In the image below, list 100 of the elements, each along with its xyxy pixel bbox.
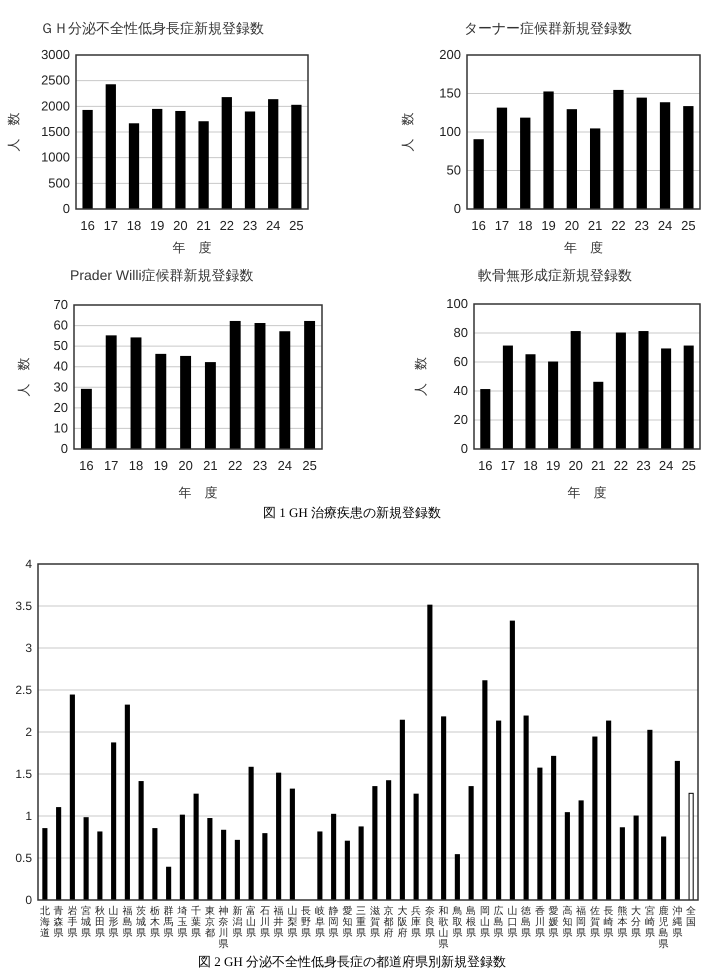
x-axis-title: 年 度 (172, 240, 212, 255)
y-tick-label: 100 (446, 296, 468, 311)
x-tick-label: 新潟県 (232, 905, 242, 939)
caption: 図 1 GH 治療疾患の新規登録数 (262, 505, 442, 520)
x-tick-label: 熊本県 (617, 905, 628, 939)
x-tick-label: 25 (289, 218, 304, 233)
x-tick-label: 22 (611, 218, 626, 233)
x-axis-title: 年 度 (568, 485, 606, 500)
x-tick-label: 愛知県 (342, 905, 352, 939)
x-tick-label: 岡山県 (480, 906, 490, 939)
x-tick-label: 大分県 (631, 905, 642, 939)
y-tick-label: 20 (54, 400, 68, 415)
x-tick-label: 福島県 (122, 905, 132, 939)
x-tick-label: 佐賀県 (590, 906, 600, 939)
y-tick-label: 1 (25, 809, 32, 823)
y-tick-label: 50 (54, 338, 68, 354)
x-tick-label: 17 (494, 218, 510, 233)
x-tick-label: 山形県 (108, 905, 119, 939)
y-tick-label: 60 (454, 354, 468, 369)
y-tick-label: 70 (54, 297, 68, 312)
x-tick-label: 山口県 (507, 905, 518, 939)
x-tick-label: 北海道 (40, 905, 50, 939)
x-tick-label: 静岡県 (328, 905, 339, 939)
chart-title: ＧＨ分泌不全性低身長症新規登録数 (40, 20, 264, 36)
x-tick-label: 17 (104, 218, 118, 233)
x-tick-label: 18 (518, 218, 532, 233)
x-tick-label: 高知県 (562, 905, 572, 939)
x-tick-label: 大阪府 (397, 905, 408, 939)
x-tick-label: 16 (478, 458, 493, 473)
y-tick-label: 3.5 (15, 599, 32, 613)
x-tick-label: 19 (150, 218, 164, 233)
x-tick-label: 島根県 (466, 905, 476, 939)
x-tick-label: 16 (471, 218, 486, 233)
x-axis-title: 年 度 (178, 485, 218, 500)
y-tick-label: 2000 (41, 98, 70, 114)
x-tick-label: 岐阜県 (314, 905, 325, 939)
y-axis-title: 人 数 (6, 112, 21, 152)
y-tick-label: 0 (460, 441, 468, 456)
y-tick-label: 500 (48, 175, 70, 190)
x-tick-label: 富山県 (246, 905, 256, 939)
y-tick-label: 50 (446, 162, 461, 178)
x-tick-label: 18 (128, 458, 144, 473)
x-tick-label: 21 (588, 218, 602, 233)
y-tick-label: 0 (454, 201, 461, 216)
y-tick-label: 200 (439, 47, 461, 62)
y-tick-label: 60 (54, 318, 68, 333)
y-tick-label: 20 (454, 412, 468, 427)
chart-title: ターナー症候群新規登録数 (464, 20, 632, 36)
x-tick-label: 鳥取県 (451, 905, 462, 939)
x-tick-label: 24 (278, 458, 292, 473)
y-tick-label: 1500 (41, 124, 70, 139)
x-tick-label: 20 (564, 218, 580, 233)
x-tick-label: 24 (658, 458, 674, 473)
x-tick-label: 17 (500, 458, 516, 473)
x-tick-label: 徳島県 (521, 906, 532, 939)
y-tick-label: 0.5 (15, 851, 32, 865)
x-tick-label: 愛媛県 (548, 905, 559, 939)
x-tick-label: 三重県 (356, 906, 366, 939)
x-tick-label: 23 (636, 458, 651, 473)
x-tick-label: 秋田県 (94, 905, 105, 939)
x-tick-label: 23 (252, 458, 268, 473)
x-tick-label: 千葉県 (191, 905, 202, 939)
chart-title: Prader Willi症候群新規登録数 (70, 267, 254, 283)
y-tick-label: 80 (454, 325, 468, 340)
x-tick-label: 京都府 (384, 905, 394, 939)
x-tick-label: 全国 (686, 905, 696, 928)
x-tick-label: 16 (79, 458, 94, 473)
x-tick-label: 19 (541, 218, 556, 233)
x-tick-label: 20 (568, 458, 583, 473)
x-tick-label: 長崎県 (604, 906, 614, 939)
y-tick-label: 3000 (41, 47, 70, 62)
x-tick-label: 22 (614, 458, 628, 473)
x-tick-label: 23 (634, 218, 649, 233)
x-tick-label: 滋賀県 (370, 905, 380, 939)
x-tick-label: 茨城県 (135, 905, 146, 939)
x-tick-label: 25 (681, 218, 696, 233)
x-tick-label: 山梨県 (287, 905, 298, 939)
y-tick-label: 3 (25, 641, 32, 655)
y-tick-label: 30 (54, 379, 68, 394)
x-tick-label: 21 (591, 458, 606, 473)
x-tick-label: 宮城県 (80, 905, 92, 939)
y-tick-label: 10 (54, 420, 68, 436)
y-tick-label: 100 (439, 124, 461, 139)
x-tick-label: 19 (154, 458, 168, 473)
x-tick-label: 岩手県 (67, 905, 78, 939)
x-tick-label: 奈良県 (424, 906, 435, 939)
x-tick-label: 埼玉県 (176, 905, 188, 939)
x-tick-label: 鹿児島県 (658, 905, 669, 950)
y-tick-label: 2.5 (15, 683, 32, 697)
x-tick-label: 22 (220, 218, 234, 233)
x-tick-label: 21 (196, 218, 211, 233)
x-tick-label: 和歌山県 (438, 905, 449, 950)
y-tick-label: 0 (62, 201, 70, 216)
y-tick-label: 0 (25, 893, 32, 907)
x-tick-label: 沖縄県 (671, 905, 682, 939)
y-tick-label: 1000 (41, 150, 70, 165)
x-tick-label: 23 (242, 218, 258, 233)
x-tick-label: 広島県 (494, 905, 504, 939)
x-tick-label: 24 (658, 218, 672, 233)
chart-title: 軟骨無形成症新規登録数 (478, 267, 632, 283)
